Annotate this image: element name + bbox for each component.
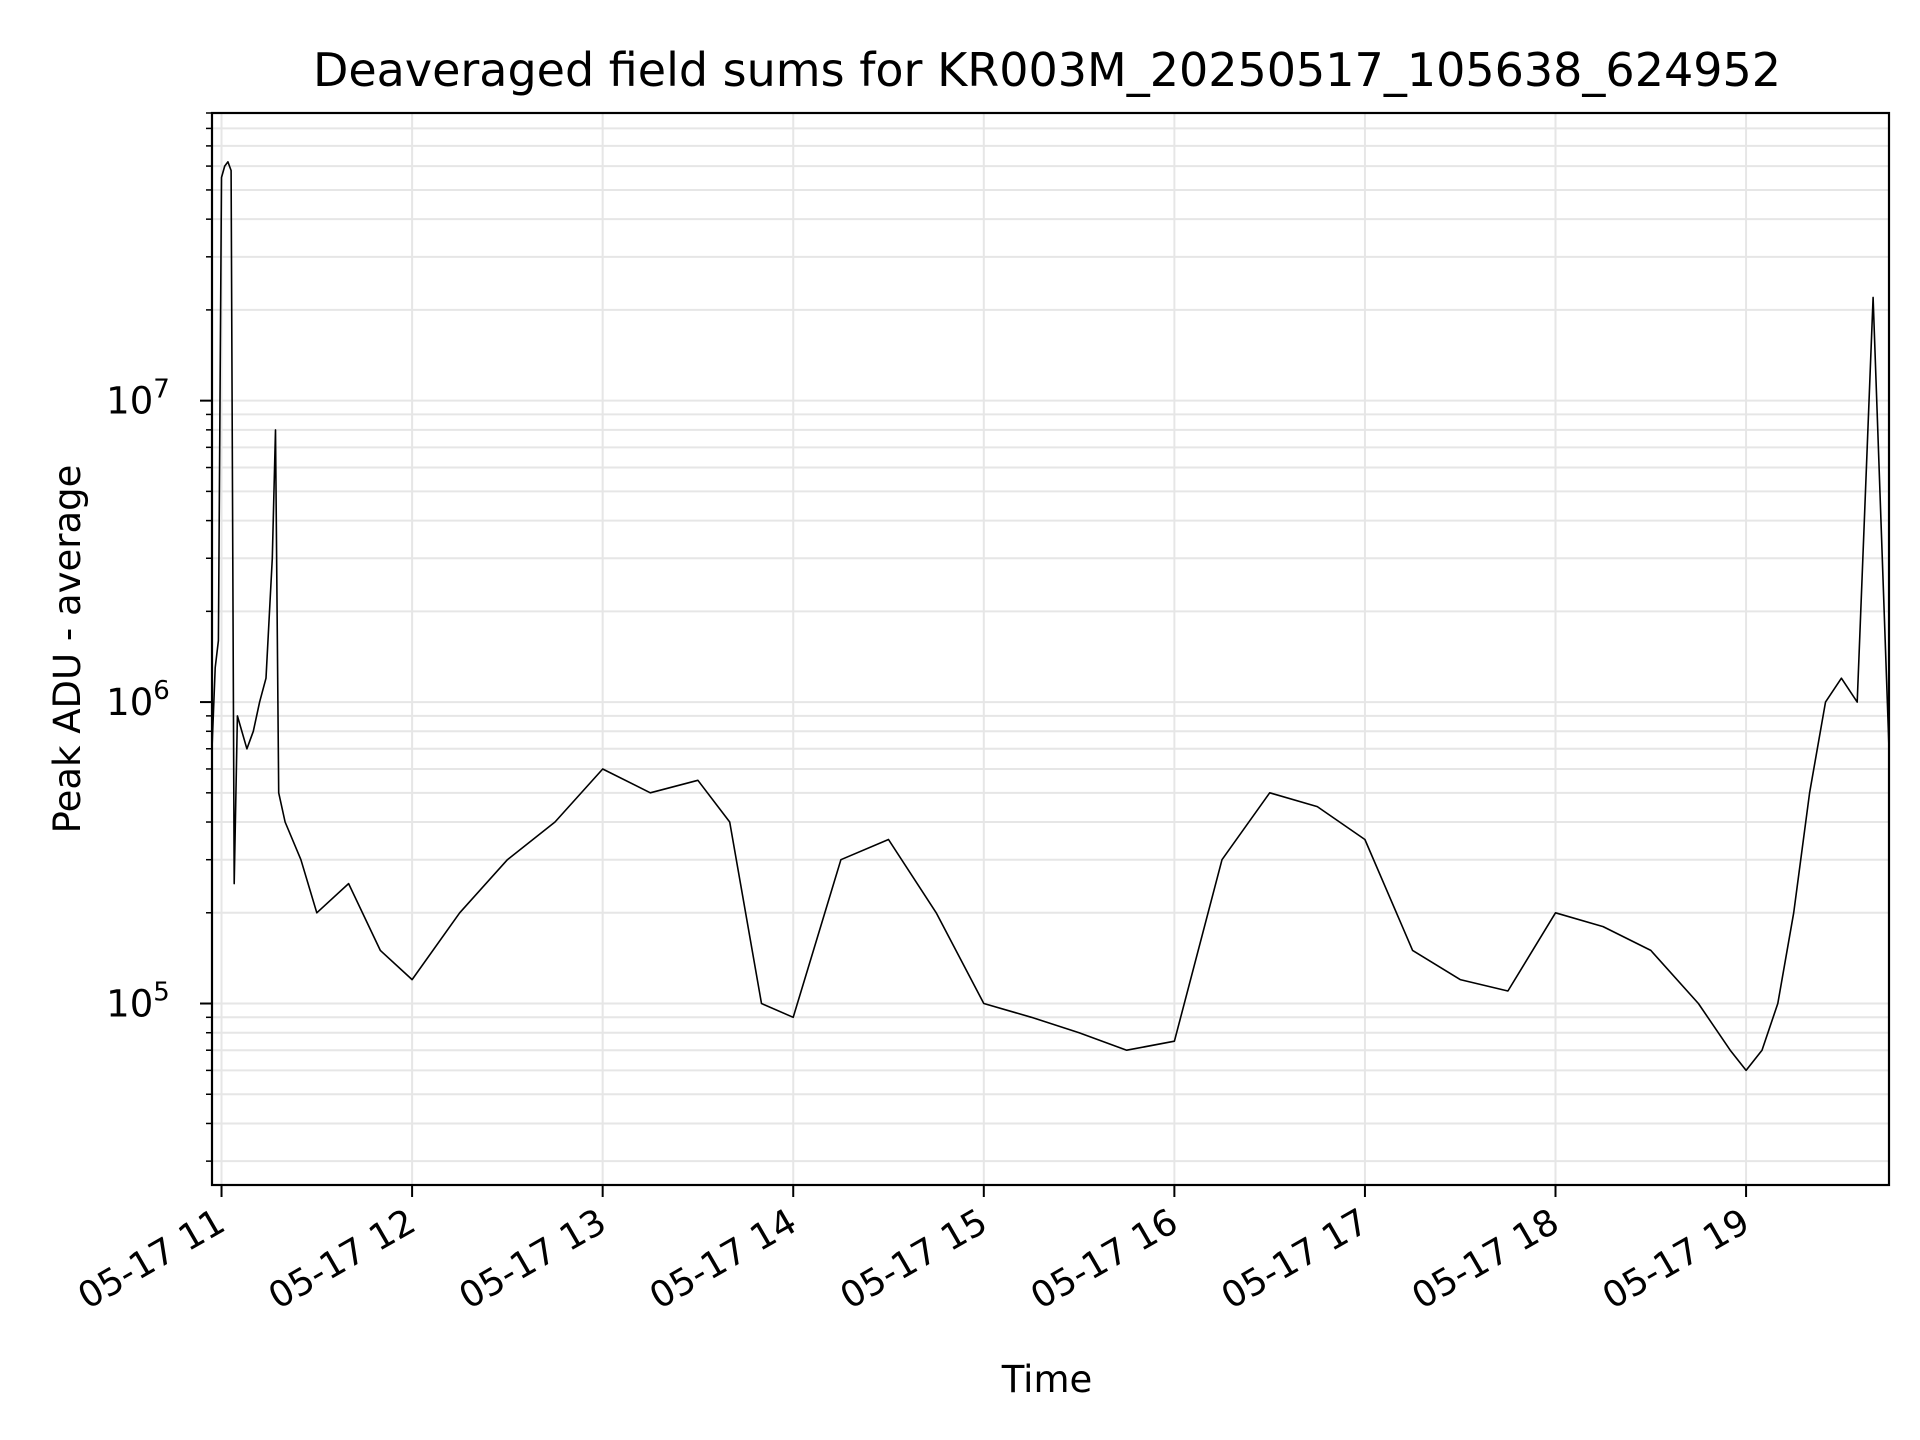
series-line bbox=[211, 161, 1890, 1072]
plot-layer bbox=[211, 161, 1890, 1072]
y-axis-label: Peak ADU - average bbox=[46, 465, 89, 834]
y-tick-label: 105 bbox=[106, 978, 170, 1026]
y-tick-base: 10 bbox=[106, 681, 153, 724]
x-axis-label: Time bbox=[1001, 1358, 1093, 1401]
chart-title: Deaveraged field sums for KR003M_2025051… bbox=[313, 43, 1781, 97]
plot-frame bbox=[210, 111, 1891, 1187]
grid-layer bbox=[212, 112, 1889, 1185]
y-tick-label: 106 bbox=[106, 676, 170, 724]
y-tick-exponent: 6 bbox=[153, 676, 170, 706]
y-tick-label: 107 bbox=[106, 375, 170, 423]
y-tick-exponent: 5 bbox=[153, 978, 170, 1008]
y-tick-exponent: 7 bbox=[153, 375, 170, 405]
y-tick-base: 10 bbox=[106, 983, 153, 1026]
y-tick-base: 10 bbox=[106, 380, 153, 423]
